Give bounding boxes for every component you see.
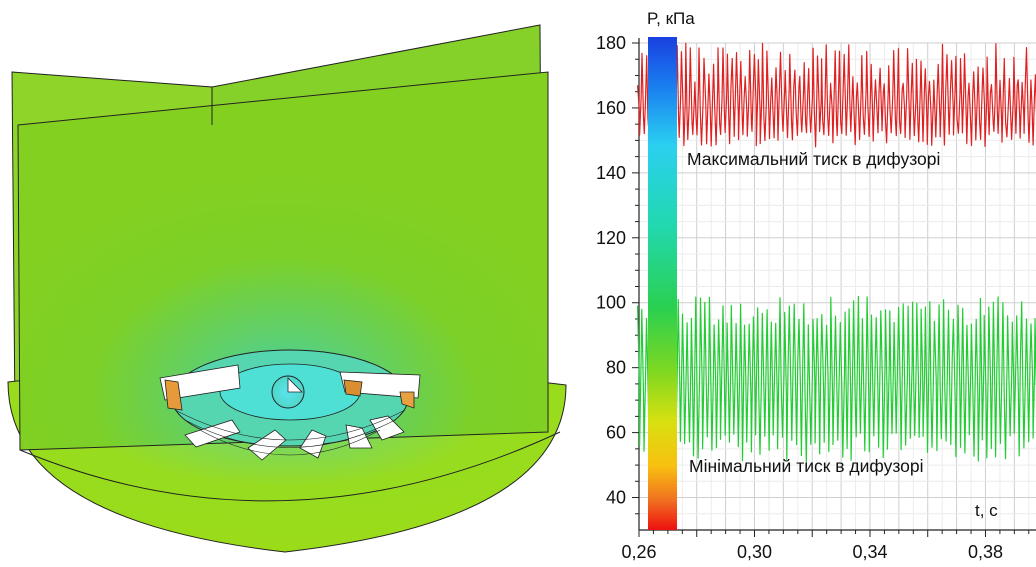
pressure-colorbar	[648, 37, 677, 530]
front-wall	[17, 71, 549, 451]
annotation-min-pressure: Мінімальний тиск в дифузорі	[689, 456, 924, 476]
series-line-min	[637, 295, 1036, 463]
series-line-max	[637, 42, 1036, 148]
y-tick-label: 60	[606, 423, 626, 443]
x-tick-label: 0,34	[852, 542, 887, 562]
x-tick-label: 0,26	[621, 542, 656, 562]
x-axis-title: t, с	[975, 501, 998, 520]
y-tick-label: 160	[596, 98, 626, 118]
y-tick-label: 140	[596, 163, 626, 183]
x-tick-label: 0,38	[968, 542, 1003, 562]
y-tick-label: 180	[596, 33, 626, 53]
y-tick-label: 40	[606, 488, 626, 508]
chart-series	[637, 42, 1036, 463]
pressure-field-render	[7, 24, 567, 553]
chart-labels: 180 160 140 120 100 80 60 40 0,26 0,30 0,34 0,38 P, …	[596, 9, 1003, 562]
y-tick-label: 120	[596, 228, 626, 248]
impeller-blades	[159, 364, 421, 461]
y-tick-label: 80	[606, 358, 626, 378]
x-tick-label: 0,30	[737, 542, 772, 562]
y-tick-label: 100	[596, 293, 626, 313]
y-axis-title: P, кПа	[647, 9, 695, 28]
annotation-max-pressure: Максимальний тиск в дифузорі	[687, 149, 940, 169]
